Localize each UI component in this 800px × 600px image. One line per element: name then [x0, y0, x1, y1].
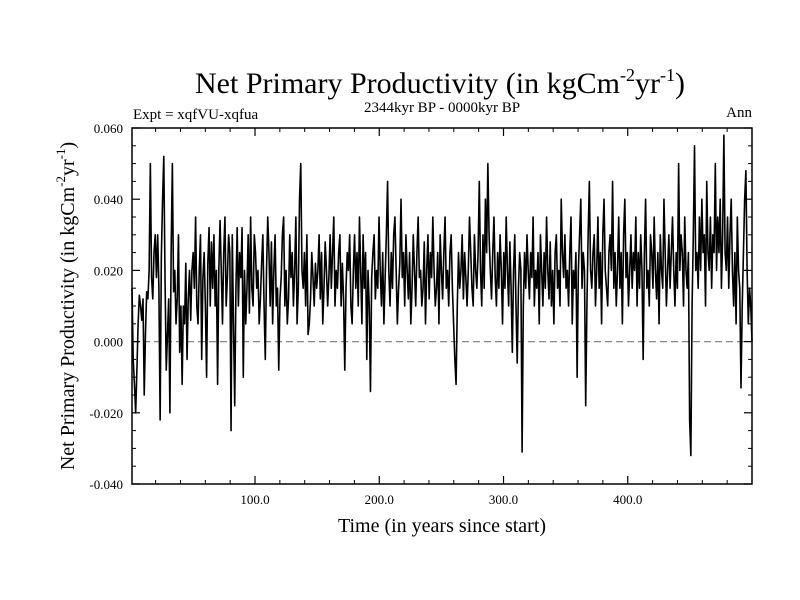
y-tick-label: 0.000: [94, 335, 123, 350]
series-line-npp: [131, 134, 753, 457]
chart-title-end: ): [675, 67, 685, 100]
y-axis-label: Net Primary Productivity (in kgCm-2yr-1): [53, 142, 79, 470]
x-tick-label: 100.0: [240, 492, 269, 507]
x-tick-label: 200.0: [365, 492, 394, 507]
y-tick-label: -0.040: [89, 477, 123, 492]
period-label: 2344kyr BP - 0000kyr BP: [364, 100, 520, 116]
x-axis-ticks: 100.0 200.0 300.0 400.0: [155, 128, 728, 507]
y-tick-label: -0.020: [89, 406, 123, 421]
chart-title-sup1: -2: [620, 65, 635, 85]
y-tick-label: 0.040: [94, 192, 123, 207]
chart-title-mid: yr: [635, 67, 660, 100]
y-axis-ticks: -0.040 -0.020 0.000 0.020 0.040 0.060: [89, 121, 752, 492]
expt-label: Expt = xqfVU-xqfua: [133, 107, 258, 123]
x-tick-label: 300.0: [489, 492, 518, 507]
chart-title-sup2: -1: [660, 65, 675, 85]
y-axis-label-end: ): [57, 142, 79, 149]
chart-title-main: Net Primary Productivity (in kgCm: [195, 67, 620, 100]
x-axis-label: Time (in years since start): [338, 515, 546, 537]
season-label: Ann: [726, 105, 752, 121]
y-tick-label: 0.020: [94, 263, 123, 278]
chart-title: Net Primary Productivity (in kgCm-2yr-1): [195, 65, 685, 100]
x-tick-label: 400.0: [613, 492, 642, 507]
y-tick-label: 0.060: [94, 121, 123, 136]
y-axis-label-mid: yr: [57, 159, 79, 176]
y-axis-label-sup1: -2: [53, 176, 68, 187]
y-axis-label-sup2: -1: [53, 149, 68, 160]
y-axis-label-main: Net Primary Productivity (in kgCm: [57, 186, 79, 470]
